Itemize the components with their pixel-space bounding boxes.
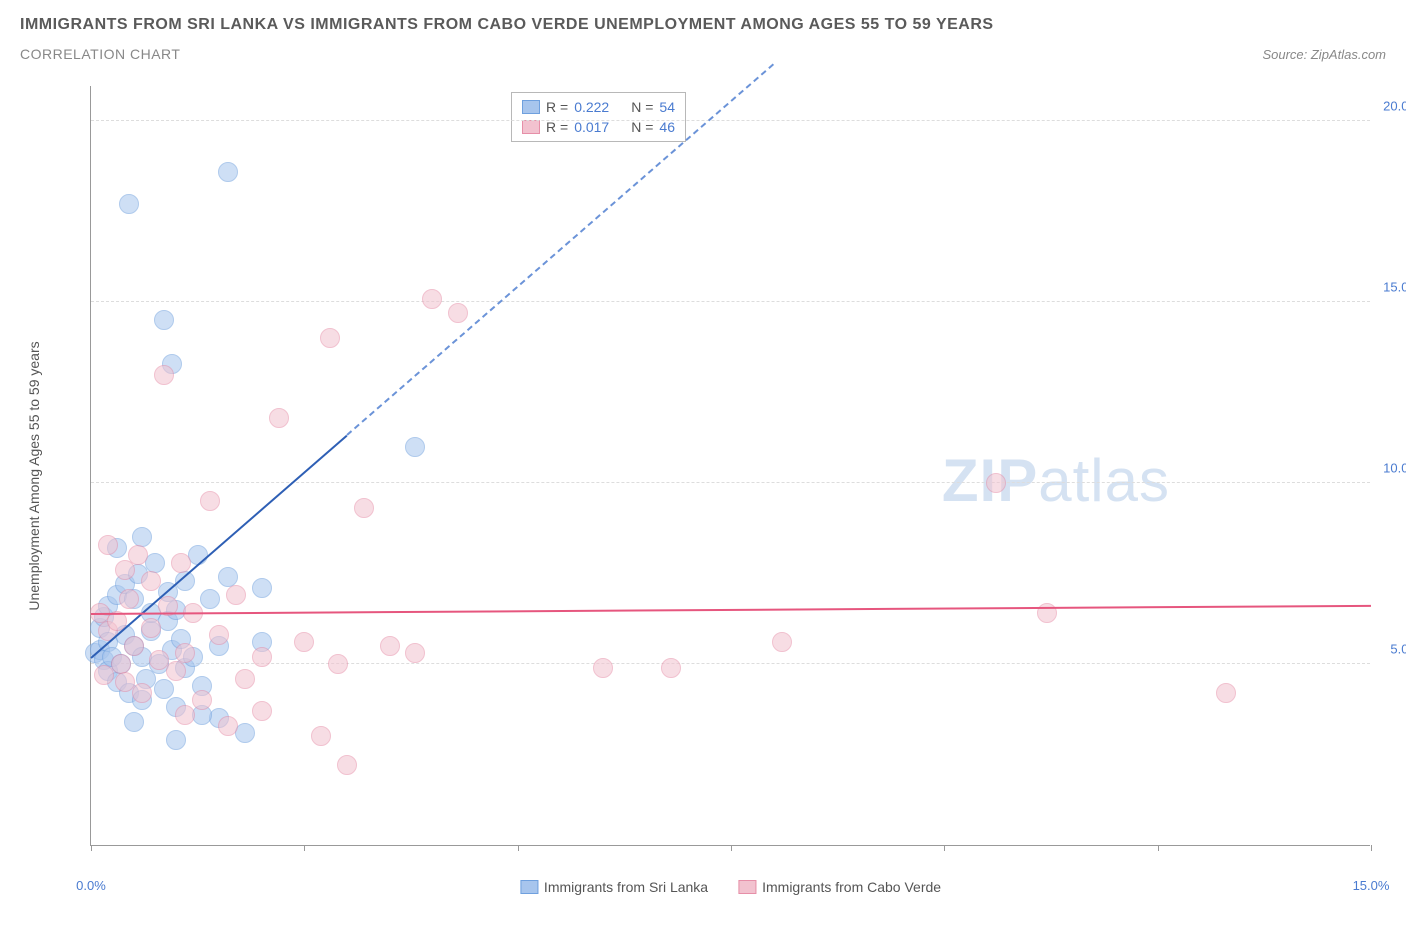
page-title: IMMIGRANTS FROM SRI LANKA VS IMMIGRANTS …	[20, 16, 1386, 34]
legend-r-label: R =	[546, 119, 568, 135]
data-point	[1216, 683, 1236, 703]
plot-area: ZIPatlas R =0.222N =54R =0.017N =46 Immi…	[90, 86, 1370, 846]
x-tick	[91, 845, 92, 851]
data-point	[218, 567, 238, 587]
data-point	[166, 661, 186, 681]
data-point	[154, 365, 174, 385]
data-point	[192, 690, 212, 710]
gridline	[91, 301, 1370, 302]
data-point	[986, 473, 1006, 493]
legend-series-name: Immigrants from Cabo Verde	[762, 879, 941, 895]
data-point	[252, 578, 272, 598]
data-point	[422, 289, 442, 309]
x-tick	[1158, 845, 1159, 851]
legend-r-label: R =	[546, 99, 568, 115]
data-point	[235, 669, 255, 689]
chart-subtitle: CORRELATION CHART	[20, 46, 180, 62]
data-point	[209, 625, 229, 645]
data-point	[132, 527, 152, 547]
gridline	[91, 482, 1370, 483]
data-point	[154, 679, 174, 699]
data-point	[175, 705, 195, 725]
data-point	[311, 726, 331, 746]
legend-r-value: 0.222	[574, 99, 609, 115]
legend-n-value: 54	[659, 99, 675, 115]
data-point	[354, 498, 374, 518]
watermark-light: atlas	[1038, 447, 1170, 514]
source-label: Source: ZipAtlas.com	[1262, 47, 1386, 62]
data-point	[405, 643, 425, 663]
trend-line	[91, 605, 1371, 615]
y-tick-label: 10.0%	[1375, 461, 1406, 476]
legend-item: Immigrants from Sri Lanka	[520, 879, 708, 895]
x-tick	[518, 845, 519, 851]
data-point	[252, 701, 272, 721]
data-point	[154, 310, 174, 330]
data-point	[141, 618, 161, 638]
data-point	[772, 632, 792, 652]
data-point	[119, 194, 139, 214]
data-point	[380, 636, 400, 656]
data-point	[124, 712, 144, 732]
y-tick-label: 15.0%	[1375, 280, 1406, 295]
data-point	[235, 723, 255, 743]
legend-swatch	[522, 100, 540, 114]
data-point	[111, 654, 131, 674]
legend-swatch	[522, 120, 540, 134]
x-tick	[304, 845, 305, 851]
watermark: ZIPatlas	[942, 446, 1170, 515]
legend-item: Immigrants from Cabo Verde	[738, 879, 941, 895]
legend-n-label: N =	[631, 99, 653, 115]
y-axis-title: Unemployment Among Ages 55 to 59 years	[26, 341, 42, 610]
legend-stats-row: R = 0.222 N = 54	[522, 97, 675, 117]
data-point	[119, 589, 139, 609]
data-point	[200, 589, 220, 609]
data-point	[294, 632, 314, 652]
legend-series-name: Immigrants from Sri Lanka	[544, 879, 708, 895]
series-legend: Immigrants from Sri Lanka Immigrants from…	[520, 879, 941, 895]
x-tick	[1371, 845, 1372, 851]
data-point	[252, 647, 272, 667]
x-tick-label: 0.0%	[76, 878, 106, 893]
x-tick	[731, 845, 732, 851]
data-point	[200, 491, 220, 511]
data-point	[320, 328, 340, 348]
data-point	[337, 755, 357, 775]
y-tick-label: 5.0%	[1375, 642, 1406, 657]
data-point	[175, 643, 195, 663]
data-point	[141, 571, 161, 591]
data-point	[145, 553, 165, 573]
correlation-chart: Unemployment Among Ages 55 to 59 years Z…	[60, 76, 1390, 876]
x-tick-label: 15.0%	[1353, 878, 1390, 893]
data-point	[132, 683, 152, 703]
y-tick-label: 20.0%	[1375, 99, 1406, 114]
data-point	[405, 437, 425, 457]
data-point	[98, 535, 118, 555]
gridline	[91, 663, 1370, 664]
data-point	[593, 658, 613, 678]
data-point	[171, 553, 191, 573]
data-point	[226, 585, 246, 605]
legend-n-label: N =	[631, 119, 653, 135]
data-point	[166, 730, 186, 750]
data-point	[328, 654, 348, 674]
legend-n-value: 46	[659, 119, 675, 135]
legend-swatch	[738, 880, 756, 894]
data-point	[661, 658, 681, 678]
legend-stats-box: R = 0.222 N = 54 R = 0.017 N = 46	[511, 92, 686, 142]
data-point	[269, 408, 289, 428]
data-point	[218, 162, 238, 182]
x-tick	[944, 845, 945, 851]
data-point	[448, 303, 468, 323]
legend-swatch	[520, 880, 538, 894]
data-point	[124, 636, 144, 656]
data-point	[218, 716, 238, 736]
legend-r-value: 0.017	[574, 119, 609, 135]
gridline	[91, 120, 1370, 121]
data-point	[128, 545, 148, 565]
